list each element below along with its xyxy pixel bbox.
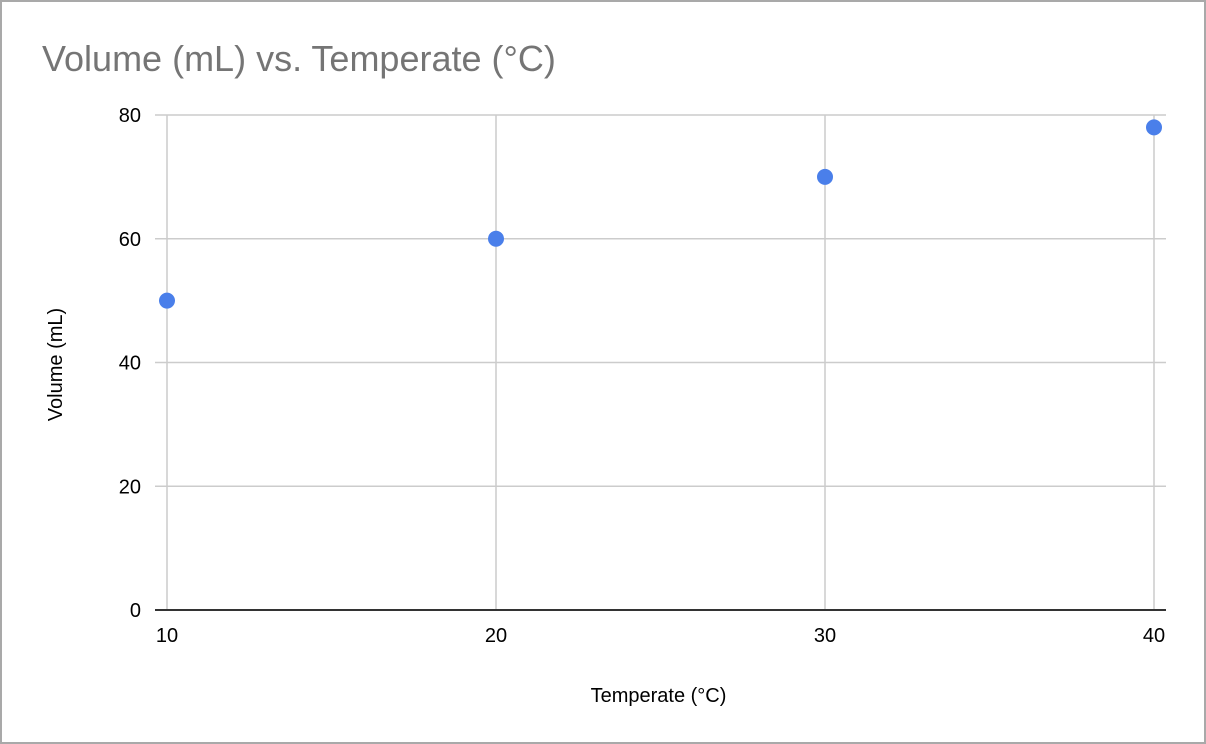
x-tick-label: 30 (814, 625, 836, 647)
data-point (488, 230, 504, 247)
chart-title: Volume (mL) vs. Temperate (°C) (42, 38, 556, 79)
data-point (159, 292, 175, 309)
y-axis-title: Volume (mL) (45, 308, 67, 421)
x-tick-label: 10 (156, 625, 178, 647)
y-tick-label: 60 (119, 229, 141, 251)
x-axis-title: Temperate (°C) (591, 685, 727, 707)
data-point (817, 168, 833, 185)
x-tick-label: 20 (485, 625, 507, 647)
y-tick-label: 20 (119, 476, 141, 498)
data-point (1146, 119, 1162, 136)
y-tick-label: 80 (119, 105, 141, 127)
y-tick-label: 40 (119, 353, 141, 375)
y-tick-label: 0 (130, 600, 141, 622)
x-tick-label: 40 (1143, 625, 1165, 647)
